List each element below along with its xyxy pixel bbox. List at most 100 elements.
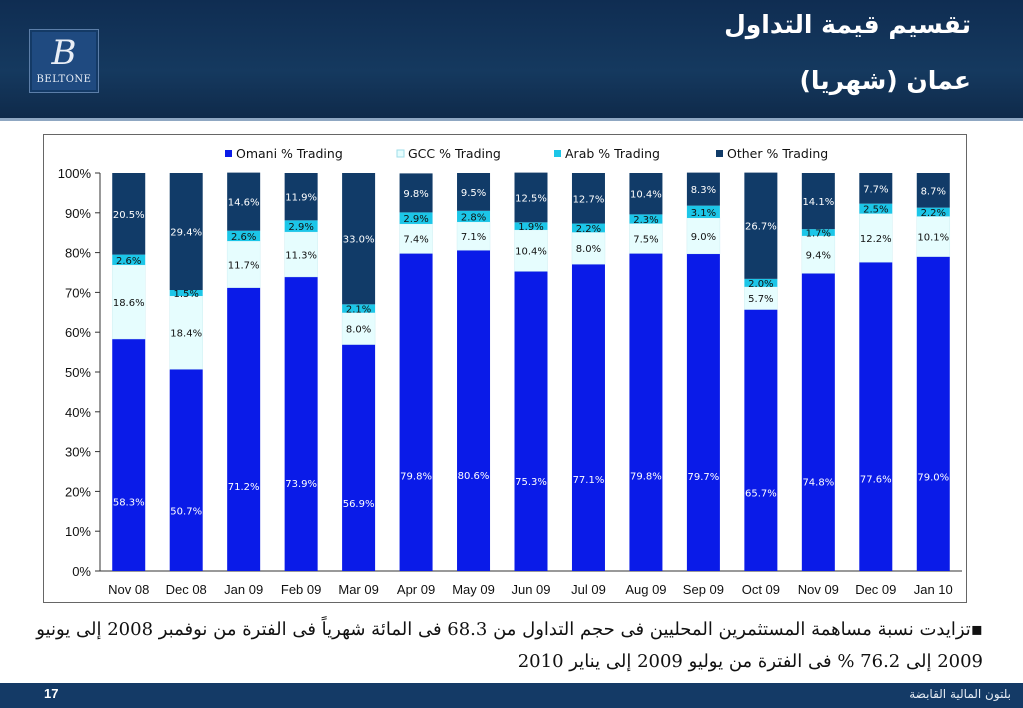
bar-segment	[744, 278, 778, 287]
data-label: 7.5%	[633, 234, 658, 245]
bar-segment	[744, 172, 778, 279]
bar-segment	[571, 173, 605, 224]
data-label: 79.8%	[630, 472, 662, 483]
bar-segment	[514, 271, 548, 571]
x-tick-label: Jan 10	[914, 582, 953, 597]
x-tick-label: Jul 09	[571, 582, 606, 597]
data-label: 2.6%	[116, 256, 141, 267]
data-label: 58.3%	[113, 497, 145, 508]
data-label: 14.6%	[228, 198, 260, 209]
bar-segment	[629, 253, 663, 571]
bar-segment	[571, 223, 605, 233]
bar-segment	[801, 235, 836, 274]
data-label: 1.9%	[518, 222, 543, 233]
data-label: 18.4%	[170, 329, 202, 340]
page-subtitle: عمان (شهريا)	[799, 66, 971, 95]
data-label: 12.2%	[860, 234, 892, 245]
data-label: 77.6%	[860, 474, 892, 485]
x-tick-label: Dec 08	[166, 582, 207, 597]
bar-segment	[399, 212, 433, 224]
data-label: 2.2%	[921, 208, 946, 219]
legend-swatch	[716, 150, 723, 157]
x-tick-label: Sep 09	[683, 582, 724, 597]
beltone-logo: B BELTONE	[29, 29, 99, 93]
x-tick-label: Aug 09	[625, 582, 666, 597]
x-tick-label: Jan 09	[224, 582, 263, 597]
y-tick-label: 70%	[65, 285, 91, 300]
header-bar	[0, 0, 1023, 118]
data-label: 12.7%	[573, 194, 605, 205]
data-label: 29.4%	[170, 228, 202, 239]
bar-segment	[859, 173, 893, 204]
bar-segment	[342, 173, 376, 305]
data-label: 9.0%	[691, 232, 716, 243]
bar-segment	[629, 173, 663, 215]
bar-segment	[859, 203, 893, 214]
x-tick-label: Feb 09	[281, 582, 321, 597]
data-label: 26.7%	[745, 222, 777, 233]
bar-segment	[686, 172, 720, 206]
data-label: 75.3%	[515, 477, 547, 488]
x-tick-label: Nov 09	[798, 582, 839, 597]
company-name: بلتون المالية القابضة	[909, 687, 1011, 701]
bar-segment	[456, 221, 491, 251]
data-label: 2.9%	[288, 222, 313, 233]
note-paragraph: ▪تزايدت نسبة مساهمة المستثمرين المحليين …	[33, 614, 983, 678]
bar-segment	[457, 173, 491, 211]
data-label: 9.8%	[403, 189, 428, 200]
y-tick-label: 30%	[65, 445, 91, 460]
data-label: 8.0%	[576, 244, 601, 255]
bar-segment	[514, 222, 548, 230]
data-label: 74.8%	[802, 478, 834, 489]
bar-segment	[227, 287, 261, 571]
x-tick-label: Dec 09	[855, 582, 896, 597]
data-label: 9.4%	[806, 251, 831, 262]
legend-label: Arab % Trading	[565, 146, 660, 161]
bar-segment	[112, 338, 146, 571]
bar-segment	[112, 173, 146, 255]
bar-segment	[801, 173, 835, 230]
bar-segment	[399, 253, 433, 571]
bar-segment	[629, 223, 663, 254]
bar-segment	[916, 173, 950, 208]
data-label: 2.9%	[403, 214, 428, 225]
data-label: 73.9%	[285, 479, 317, 490]
data-label: 8.7%	[921, 186, 946, 197]
data-label: 79.0%	[917, 473, 949, 484]
y-tick-label: 10%	[65, 524, 91, 539]
bar-segment	[686, 205, 720, 218]
data-label: 14.1%	[802, 197, 834, 208]
data-label: 2.1%	[346, 305, 371, 316]
data-label: 9.5%	[461, 188, 486, 199]
legend-swatch	[554, 150, 561, 157]
legend-swatch	[396, 149, 405, 158]
data-label: 79.8%	[400, 472, 432, 483]
data-label: 10.4%	[630, 190, 662, 201]
data-label: 5.7%	[748, 294, 773, 305]
legend-label: Other % Trading	[727, 146, 828, 161]
bullet-icon: ▪	[970, 619, 983, 640]
bar-segment	[916, 256, 950, 571]
bar-segment	[457, 210, 491, 222]
bar-segment	[457, 250, 491, 571]
bar-segment	[801, 273, 835, 571]
bar-segment	[859, 213, 893, 263]
data-label: 18.6%	[113, 298, 145, 309]
data-label: 8.3%	[691, 185, 716, 196]
bar-segment	[744, 309, 778, 571]
y-tick-label: 20%	[65, 484, 91, 499]
bar-segment	[571, 264, 605, 571]
bar-segment	[629, 214, 663, 224]
bar-segment	[169, 369, 203, 571]
bar-segment	[284, 173, 318, 221]
bar-segment	[686, 217, 721, 255]
x-tick-label: Apr 09	[397, 582, 435, 597]
bar-segment	[801, 229, 835, 236]
data-label: 7.7%	[863, 184, 888, 195]
page-number: 17	[44, 686, 59, 701]
bar-segment	[399, 223, 433, 254]
data-label: 56.9%	[343, 499, 375, 510]
x-tick-label: Nov 08	[108, 582, 149, 597]
data-label: 3.1%	[691, 208, 716, 219]
y-tick-label: 100%	[58, 166, 92, 181]
